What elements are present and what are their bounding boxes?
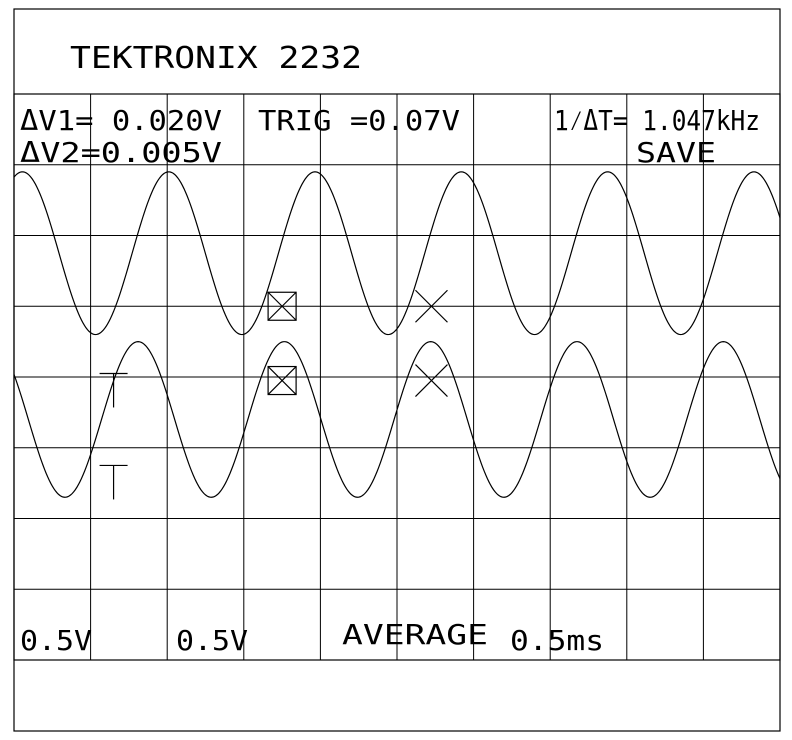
graticule xyxy=(14,94,780,660)
ch2-scale-readout: 0.5V xyxy=(176,624,248,657)
delta-v1-readout: ΔV1= 0.020V xyxy=(20,104,222,137)
boxed-cursor-marker xyxy=(267,291,297,321)
title-text: TEKTRONIX 2232 xyxy=(70,41,362,76)
waveform-traces xyxy=(13,171,781,498)
mode-readout: SAVE xyxy=(636,136,716,169)
delta-v2-readout: ΔV2=0.005V xyxy=(20,136,222,169)
timebase-readout: 0.5ms xyxy=(510,624,604,657)
trigger-level-marker xyxy=(99,372,128,408)
channel-2-trace xyxy=(13,341,781,498)
channel-1-trace xyxy=(13,171,781,336)
x-cursor-marker xyxy=(415,364,448,397)
trigger-level-marker xyxy=(99,464,128,500)
x-cursor-marker xyxy=(415,289,448,323)
ch1-scale-readout: 0.5V xyxy=(20,624,92,657)
trigger-readout: TRIG =0.07V xyxy=(258,104,460,137)
acquisition-mode-readout: AVERAGE xyxy=(342,618,488,651)
cursor-markers xyxy=(99,289,448,500)
frequency-readout: 1⁄ΔT= 1.047kHz xyxy=(554,104,760,137)
boxed-cursor-marker xyxy=(267,365,297,396)
